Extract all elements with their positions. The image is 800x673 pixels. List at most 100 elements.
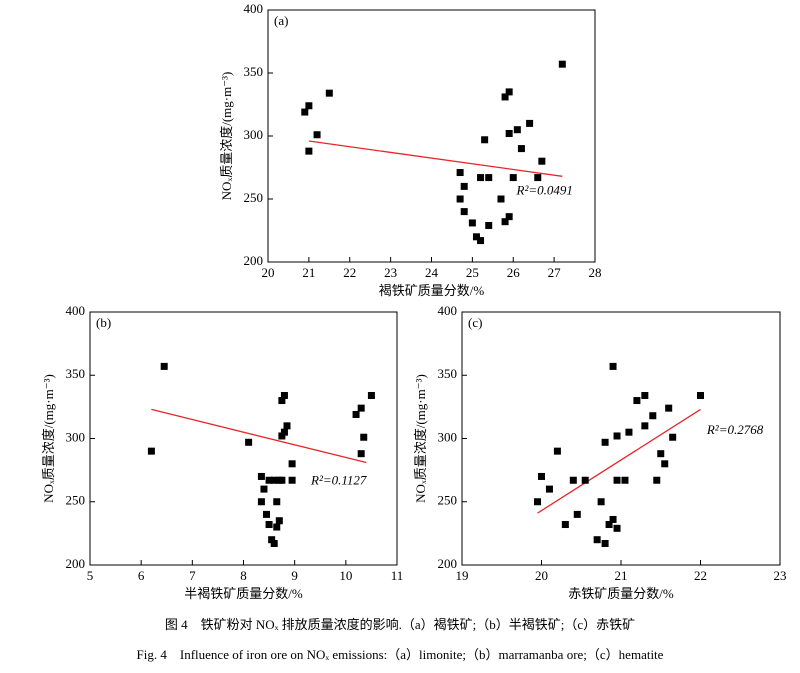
data-point (657, 450, 665, 458)
x-tick-label: 10 (339, 568, 352, 583)
data-point (147, 447, 155, 455)
data-point (245, 438, 253, 446)
x-tick-label: 21 (615, 568, 628, 583)
data-point (275, 517, 283, 525)
y-tick-label: 200 (66, 556, 86, 571)
data-point (263, 510, 271, 518)
data-point (665, 404, 673, 412)
data-point (305, 102, 313, 110)
data-point (501, 93, 509, 101)
data-point (270, 539, 278, 547)
data-point (593, 536, 601, 544)
data-point (613, 432, 621, 440)
data-point (456, 169, 464, 177)
data-point (497, 195, 505, 203)
panel-label: (c) (468, 315, 482, 330)
data-point (661, 460, 669, 468)
data-point (641, 422, 649, 430)
x-tick-label: 20 (262, 265, 275, 280)
caption-en: Fig. 4 Influence of iron ore on NOₓ emis… (137, 647, 664, 662)
data-point (288, 460, 296, 468)
data-point (481, 136, 489, 144)
x-tick-label: 6 (138, 568, 145, 583)
data-point (505, 88, 513, 96)
fit-line (151, 408, 367, 464)
fit-line (537, 408, 701, 514)
data-point (472, 233, 480, 241)
y-tick-label: 300 (66, 429, 86, 444)
data-point (569, 476, 577, 484)
data-point (553, 447, 561, 455)
data-point (278, 476, 286, 484)
data-point (581, 476, 589, 484)
data-point (558, 60, 566, 68)
data-point (357, 404, 365, 412)
data-point (460, 182, 468, 190)
y-tick-label: 400 (438, 303, 458, 318)
r-squared: R²=0.0491 (516, 182, 573, 197)
x-axis-label: 褐铁矿质量分数/% (379, 283, 485, 298)
y-tick-label: 400 (66, 303, 86, 318)
data-point (280, 428, 288, 436)
data-point (278, 397, 286, 405)
y-tick-label: 250 (438, 493, 458, 508)
x-tick-label: 23 (384, 265, 397, 280)
data-point (313, 131, 321, 139)
data-point (513, 126, 521, 134)
data-point (613, 524, 621, 532)
plot-frame (461, 311, 781, 566)
data-point (477, 237, 485, 245)
data-point (301, 108, 309, 116)
data-point (468, 219, 476, 227)
data-point (561, 521, 569, 529)
y-tick-label: 200 (244, 253, 264, 268)
data-point (456, 195, 464, 203)
data-point (160, 362, 168, 370)
y-tick-label: 350 (438, 366, 458, 381)
data-point (268, 536, 276, 544)
x-tick-label: 7 (189, 568, 196, 583)
data-point (460, 208, 468, 216)
x-tick-label: 23 (774, 568, 787, 583)
data-point (573, 510, 581, 518)
data-point (534, 498, 542, 506)
x-tick-label: 27 (548, 265, 562, 280)
panel-label: (b) (96, 315, 111, 330)
data-point (597, 498, 605, 506)
data-point (501, 218, 509, 226)
x-axis-label: 赤铁矿质量分数/% (568, 586, 674, 601)
data-point (505, 129, 513, 137)
data-point (633, 397, 641, 405)
x-tick-label: 19 (456, 568, 469, 583)
plot-frame (89, 311, 398, 566)
data-point (270, 476, 278, 484)
data-point (545, 485, 553, 493)
data-point (649, 412, 657, 420)
y-axis-label: NOₓ质量浓度/(mg·m⁻³) (413, 374, 428, 503)
r-squared: R²=0.2768 (706, 422, 764, 437)
fit-line (308, 140, 563, 177)
x-tick-label: 8 (240, 568, 247, 583)
y-tick-label: 400 (244, 1, 264, 16)
data-point (273, 523, 281, 531)
data-point (669, 433, 677, 441)
y-tick-label: 300 (438, 429, 458, 444)
data-point (305, 147, 313, 155)
x-tick-label: 21 (302, 265, 315, 280)
data-point (280, 391, 288, 399)
x-tick-label: 24 (425, 265, 439, 280)
data-point (278, 432, 286, 440)
data-point (538, 472, 545, 480)
data-point (352, 410, 360, 418)
y-tick-label: 350 (66, 366, 86, 381)
x-tick-label: 9 (291, 568, 298, 583)
data-point (621, 476, 629, 484)
y-tick-label: 250 (244, 190, 264, 205)
data-point (477, 174, 485, 182)
x-tick-label: 26 (507, 265, 521, 280)
data-point (613, 476, 621, 484)
x-axis-label: 半褐铁矿质量分数/% (184, 586, 303, 601)
data-point (601, 539, 609, 547)
data-point (265, 476, 273, 484)
x-tick-label: 22 (694, 568, 707, 583)
